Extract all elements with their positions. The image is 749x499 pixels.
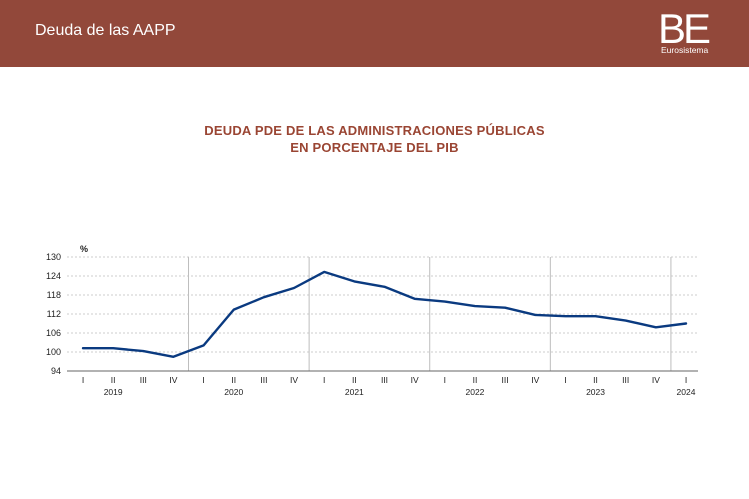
x-tick-label: IV — [169, 375, 177, 385]
x-tick-label: IV — [290, 375, 298, 385]
y-tick-label: 130 — [46, 252, 61, 262]
x-tick-label: IV — [531, 375, 539, 385]
x-tick-label: II — [473, 375, 478, 385]
x-tick-label: I — [202, 375, 204, 385]
header-bar: Deuda de las AAPP BE Eurosistema — [0, 0, 749, 67]
year-label: 2019 — [104, 387, 123, 397]
banco-de-espana-logo: BE — [658, 6, 713, 52]
x-tick-label: I — [564, 375, 566, 385]
x-tick-label: I — [685, 375, 687, 385]
grid-layer — [67, 256, 698, 353]
y-tick-label: 118 — [47, 290, 61, 300]
x-tick-label: III — [502, 375, 509, 385]
x-tick-label: III — [260, 375, 267, 385]
year-label: 2021 — [345, 387, 364, 397]
y-tick-label: 106 — [46, 328, 61, 338]
year-label: 2022 — [465, 387, 484, 397]
y-tick-label: 124 — [46, 271, 61, 281]
year-label: 2024 — [677, 387, 696, 397]
year-label: 2023 — [586, 387, 605, 397]
x-tick-label: I — [82, 375, 84, 385]
logo-text: BE — [658, 6, 710, 52]
year-label: 2020 — [224, 387, 243, 397]
y-unit-label: % — [80, 244, 88, 254]
chart-title-line1: DEUDA PDE DE LAS ADMINISTRACIONES PÚBLIC… — [204, 123, 545, 138]
page-title: Deuda de las AAPP — [35, 22, 176, 39]
y-tick-label: 100 — [46, 347, 61, 357]
x-tick-label: IV — [652, 375, 660, 385]
x-tick-label: III — [622, 375, 629, 385]
y-tick-label: 94 — [51, 366, 61, 376]
chart-title-line2: EN PORCENTAJE DEL PIB — [290, 140, 459, 155]
x-tick-label: II — [352, 375, 357, 385]
x-tick-label: I — [323, 375, 325, 385]
x-tick-label: II — [593, 375, 598, 385]
x-tick-label: IV — [411, 375, 419, 385]
x-tick-label: I — [444, 375, 446, 385]
x-tick-label: III — [140, 375, 147, 385]
x-tick-label: II — [111, 375, 116, 385]
x-tick-label: III — [381, 375, 388, 385]
x-tick-label: II — [231, 375, 236, 385]
y-tick-label: 112 — [47, 309, 61, 319]
series-layer — [81, 270, 688, 358]
logo-subtitle: Eurosistema — [661, 45, 709, 55]
